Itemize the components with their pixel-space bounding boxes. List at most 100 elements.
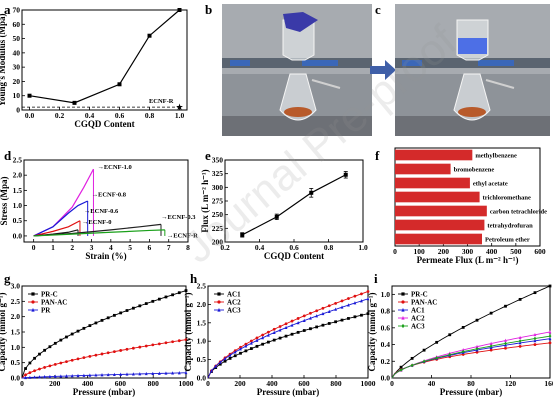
data-point [296,317,300,320]
data-point [309,311,312,315]
bar [395,149,473,161]
data-point [217,300,221,304]
x-tick-label: 160 [544,379,553,388]
x-tick-label: 300 [462,247,474,256]
data-point [177,291,181,295]
x-tick-label: 1 [51,243,55,252]
data-point [244,344,248,348]
data-point [244,349,248,353]
series-line [21,372,187,379]
legend-label: PAN-AC [41,299,67,307]
data-point [43,366,47,369]
data-point [31,292,35,296]
x-tick-label: 2 [70,243,74,252]
x-tick-label: 0.2 [55,111,65,120]
x-axis-label: Pressure (mbar) [73,387,135,397]
data-point [278,336,282,340]
data-point [48,364,52,368]
data-point [489,348,493,352]
chart-g: 0 200 400 600 800 1000 0.0 0.5 1.0 1.5 2.0 2.5 3.0 Pr… [0,282,194,398]
data-point [274,214,279,219]
data-point [401,300,405,304]
photo-b-filtrate [284,107,312,117]
series-line [391,285,551,379]
legend-label: AC2 [227,299,241,307]
data-point [28,375,32,379]
data-point [125,309,129,312]
data-point [249,339,253,343]
data-point [223,356,227,361]
y-tick-label: 2.0 [197,300,207,309]
data-point [88,373,92,377]
series-line [391,335,551,379]
data-point [518,297,522,301]
data-point [233,350,237,354]
data-point [315,325,319,329]
bar-category-label: tetrahydrofuran [487,222,533,229]
chart-h: 0 200 400 600 800 1000 0.0 0.5 1.0 1.5 2.0 2.5 Press… [183,282,376,398]
data-point [59,361,63,365]
data-point [218,360,222,364]
bar-category-label: bromobenzene [454,166,495,173]
data-point [366,296,370,301]
y-tick-label: 1.5 [13,186,23,195]
x-tick-label: 800 [330,379,342,388]
data-point [315,309,319,313]
y-tick-label: 0.6 [381,323,391,332]
data-point [151,299,155,303]
data-point [100,373,104,377]
x-axis-label: Permeate Flux (L m⁻² h⁻¹) [417,255,519,265]
data-point [327,322,331,325]
legend-label: AC2 [411,315,425,323]
x-axis-label: Strain (%) [85,251,126,261]
x-tick-label: 1.0 [358,243,368,252]
legend-label: PAN-AC [411,299,437,307]
bar-category-label: methylbenzene [475,152,517,159]
data-point [347,297,350,300]
reference-label: ECNF-R [149,98,174,105]
y-tick-label: 1.5 [197,318,207,327]
x-tick-label: 600 [534,247,546,256]
data-point [131,346,135,350]
bar-category-label: Petroleum ether [485,236,530,243]
data-point [309,316,312,320]
data-point [309,327,312,331]
data-point [461,348,465,352]
data-point [138,372,142,376]
data-point [177,8,182,12]
legend-label: AC1 [227,291,241,299]
x-tick-label: 80 [467,379,475,388]
data-point [70,358,74,362]
data-point [33,375,36,379]
data-point [214,364,218,368]
data-point [284,322,288,326]
data-point [448,333,452,337]
legend-label: PR-C [41,291,58,299]
data-point [261,333,265,337]
data-point [290,323,294,327]
data-point [184,289,188,292]
data-point [435,340,439,344]
data-point [228,353,232,357]
legend-label: PR [41,307,51,315]
y-tick-label: 70 [13,6,21,15]
series-label: →ECNF-0.3 [161,214,196,221]
data-point [223,359,227,363]
x-tick-label: 0.4 [255,243,265,252]
data-point [548,284,552,288]
data-point [177,371,181,375]
data-point [217,292,221,296]
data-point [327,309,331,313]
photo-c-filtrate [458,107,486,117]
data-point [106,316,110,320]
data-point [240,232,245,237]
data-point [334,307,338,311]
legend-label: AC3 [227,307,241,315]
data-point [53,363,57,366]
series-label: →ECNF-R [167,232,198,239]
chart-d: 0 1 2 3 4 5 6 7 8 0.0 0.5 1.0 1.5 2.0 2.5 Strain (%) Str… [0,156,198,262]
data-point [290,332,294,336]
data-point [309,190,314,195]
y-tick-label: 30 [13,63,21,72]
